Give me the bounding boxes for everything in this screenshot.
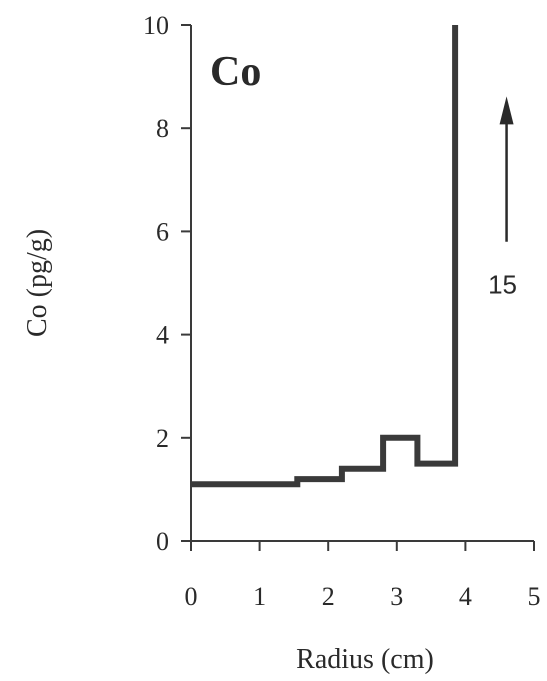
y-tick-label-0: 0 xyxy=(156,527,169,556)
x-tick-label-2: 2 xyxy=(322,582,335,611)
x-axis-label: Radius (cm) xyxy=(296,644,434,675)
x-tick-label-0: 0 xyxy=(185,582,198,611)
y-axis-label: Co (pg/g) xyxy=(22,229,53,337)
annotation-arrow xyxy=(499,96,514,242)
x-tick-label-1: 1 xyxy=(253,582,266,611)
y-tick-label-6: 6 xyxy=(156,217,169,246)
y-tick-label-4: 4 xyxy=(156,321,169,350)
y-tick-label-2: 2 xyxy=(156,424,169,453)
data-line-series-1 xyxy=(191,25,459,488)
x-tick-label-3: 3 xyxy=(390,582,403,611)
chart-title: Co xyxy=(210,49,261,95)
annotation-arrow-head xyxy=(499,96,514,125)
x-tick-label-5: 5 xyxy=(528,582,541,611)
y-tick-label-10: 10 xyxy=(143,11,169,40)
x-tick-label-4: 4 xyxy=(459,582,472,611)
x-ticks: 0 1 2 3 4 5 xyxy=(185,541,541,611)
y-tick-label-8: 8 xyxy=(156,114,169,143)
y-ticks: 0 2 4 6 8 10 xyxy=(143,11,191,556)
annotation-label: 15 xyxy=(488,270,517,300)
